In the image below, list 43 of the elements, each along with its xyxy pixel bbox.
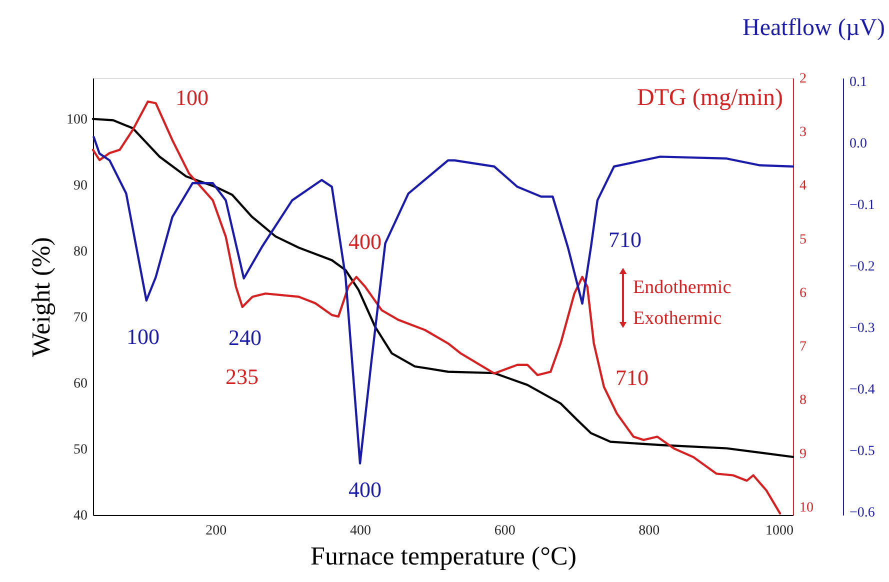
- y-tick-label: 90: [74, 178, 88, 194]
- y2-tick-label: 2: [800, 72, 806, 86]
- x-tick-label: 600: [494, 524, 516, 538]
- y2-tick-label: 10: [800, 500, 814, 516]
- y-tick-label: 100: [66, 112, 88, 128]
- y2-tick-label: 8: [800, 393, 806, 408]
- y3-tick-label: −0.1: [850, 198, 875, 214]
- y2-tick-label: 3: [800, 125, 806, 140]
- y2-tick-label: 6: [800, 286, 806, 301]
- annotation: 400: [348, 477, 382, 502]
- annotation: 235: [226, 364, 258, 389]
- y-tick-label: 60: [74, 376, 88, 392]
- y2-tick-label: 5: [800, 232, 806, 248]
- y-tick-label: 40: [74, 508, 88, 524]
- y-tick-label: 80: [74, 244, 88, 260]
- annotation: 710: [616, 365, 648, 390]
- annotation: 400: [348, 229, 382, 254]
- y3-tick-label: 0.0: [850, 136, 867, 152]
- y-axis-title: Weight (%): [26, 237, 56, 357]
- x-tick-label: 200: [206, 524, 227, 538]
- y-tick-label: 70: [74, 310, 88, 326]
- x-tick-label: 800: [638, 524, 660, 538]
- y3-tick-label: −0.3: [850, 321, 875, 336]
- annotation: Endothermic: [633, 277, 732, 298]
- y2-tick-label: 4: [800, 178, 806, 194]
- x-tick-label: 400: [350, 524, 372, 538]
- annotation: 100: [176, 85, 208, 110]
- annotation: 710: [608, 227, 642, 252]
- y3-axis-title: Heatflow (µV): [742, 15, 885, 41]
- y2-tick-label: 9: [800, 446, 806, 462]
- annotation: 100: [126, 324, 160, 349]
- y3-tick-label: −0.5: [850, 444, 875, 459]
- y3-tick-label: −0.2: [850, 260, 875, 275]
- annotation: 240: [228, 325, 262, 350]
- y3-tick-label: 0.1: [850, 75, 867, 90]
- y2-tick-label: 7: [800, 340, 806, 355]
- annotation: Exothermic: [633, 308, 722, 329]
- x-tick-label: 1000: [766, 524, 794, 538]
- y3-tick-label: −0.6: [850, 505, 875, 520]
- x-axis-title: Furnace temperature (°C): [310, 542, 576, 570]
- y3-tick-label: −0.4: [850, 382, 875, 398]
- y2-axis-title: DTG (mg/min): [637, 85, 783, 111]
- y-tick-label: 50: [74, 442, 88, 458]
